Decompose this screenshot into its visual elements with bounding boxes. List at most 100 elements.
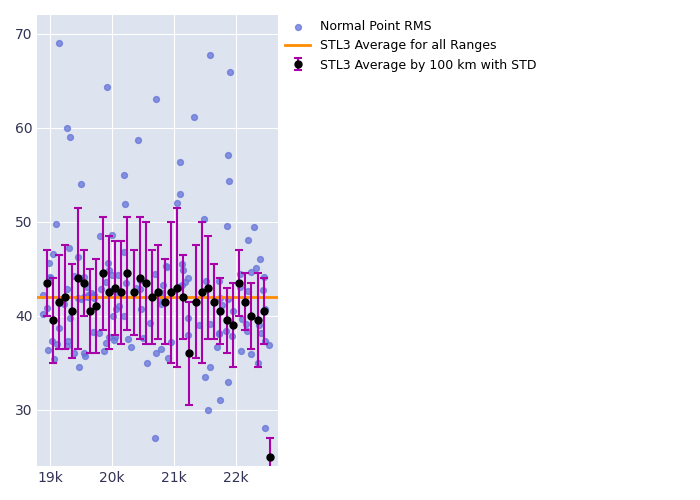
Normal Point RMS <box>81 282 92 290</box>
Normal Point RMS <box>214 294 225 302</box>
Normal Point RMS <box>141 360 153 368</box>
Normal Point RMS <box>103 333 114 341</box>
Normal Point RMS <box>94 232 105 240</box>
Normal Point RMS <box>258 286 269 294</box>
Normal Point RMS <box>174 190 186 198</box>
Normal Point RMS <box>183 332 194 340</box>
Normal Point RMS <box>155 300 167 308</box>
Normal Point RMS <box>150 349 162 357</box>
Normal Point RMS <box>263 341 274 349</box>
Normal Point RMS <box>214 330 225 338</box>
Normal Point RMS <box>53 324 64 332</box>
Normal Point RMS <box>101 339 112 347</box>
Normal Point RMS <box>258 273 270 281</box>
Normal Point RMS <box>106 231 118 239</box>
Normal Point RMS <box>150 270 161 278</box>
Normal Point RMS <box>119 171 130 179</box>
Normal Point RMS <box>72 294 83 302</box>
Normal Point RMS <box>202 406 214 413</box>
Normal Point RMS <box>214 277 225 285</box>
Normal Point RMS <box>41 304 52 312</box>
Normal Point RMS <box>109 333 120 341</box>
Normal Point RMS <box>125 342 136 350</box>
Normal Point RMS <box>215 396 226 404</box>
Normal Point RMS <box>150 96 161 104</box>
Normal Point RMS <box>234 284 246 292</box>
Normal Point RMS <box>61 342 72 350</box>
Normal Point RMS <box>47 336 58 344</box>
Normal Point RMS <box>59 300 70 308</box>
Normal Point RMS <box>85 290 97 298</box>
Normal Point RMS <box>156 346 167 354</box>
Normal Point RMS <box>172 199 183 207</box>
Normal Point RMS <box>227 332 238 340</box>
Normal Point RMS <box>174 283 185 291</box>
Normal Point RMS <box>253 360 264 368</box>
Normal Point RMS <box>176 281 187 289</box>
Normal Point RMS <box>62 284 73 292</box>
Normal Point RMS <box>240 320 251 328</box>
Normal Point RMS <box>44 274 55 282</box>
Normal Point RMS <box>165 338 176 345</box>
Normal Point RMS <box>162 354 173 362</box>
Normal Point RMS <box>82 291 93 299</box>
Normal Point RMS <box>54 39 65 47</box>
Normal Point RMS <box>153 288 164 296</box>
Normal Point RMS <box>79 349 90 357</box>
Normal Point RMS <box>38 310 49 318</box>
Normal Point RMS <box>225 68 236 76</box>
Normal Point RMS <box>174 158 186 166</box>
Normal Point RMS <box>137 334 148 342</box>
Normal Point RMS <box>182 314 193 322</box>
Legend: Normal Point RMS, STL3 Average for all Ranges, STL3 Average by 100 km with STD: Normal Point RMS, STL3 Average for all R… <box>281 15 542 76</box>
Normal Point RMS <box>157 289 168 297</box>
Normal Point RMS <box>106 287 117 295</box>
Normal Point RMS <box>235 348 246 356</box>
Normal Point RMS <box>94 329 105 337</box>
Normal Point RMS <box>104 266 115 274</box>
Normal Point RMS <box>246 268 257 276</box>
Normal Point RMS <box>62 124 73 132</box>
Normal Point RMS <box>260 424 271 432</box>
Normal Point RMS <box>47 250 58 258</box>
Normal Point RMS <box>103 259 114 267</box>
Normal Point RMS <box>64 133 76 141</box>
Normal Point RMS <box>242 236 253 244</box>
Normal Point RMS <box>214 330 225 338</box>
Normal Point RMS <box>242 287 253 295</box>
Normal Point RMS <box>111 290 122 298</box>
Normal Point RMS <box>89 292 100 300</box>
Normal Point RMS <box>88 328 99 336</box>
Normal Point RMS <box>72 253 83 261</box>
Normal Point RMS <box>119 312 130 320</box>
Normal Point RMS <box>220 327 232 335</box>
Normal Point RMS <box>222 378 233 386</box>
Normal Point RMS <box>200 276 211 284</box>
Normal Point RMS <box>74 363 85 371</box>
Normal Point RMS <box>234 270 246 278</box>
Normal Point RMS <box>38 291 49 299</box>
Normal Point RMS <box>194 320 205 328</box>
Normal Point RMS <box>64 314 76 322</box>
Normal Point RMS <box>122 334 134 342</box>
Normal Point RMS <box>79 352 90 360</box>
Normal Point RMS <box>108 336 120 344</box>
Normal Point RMS <box>106 272 118 280</box>
Normal Point RMS <box>248 222 260 230</box>
Normal Point RMS <box>155 296 166 304</box>
Normal Point RMS <box>131 284 142 292</box>
Normal Point RMS <box>172 283 183 291</box>
Normal Point RMS <box>160 262 172 270</box>
Normal Point RMS <box>145 319 156 327</box>
Normal Point RMS <box>45 272 56 280</box>
Normal Point RMS <box>222 151 233 159</box>
Normal Point RMS <box>82 293 93 301</box>
Normal Point RMS <box>96 284 107 292</box>
Normal Point RMS <box>217 300 228 308</box>
Normal Point RMS <box>120 279 132 287</box>
Normal Point RMS <box>114 302 125 310</box>
Normal Point RMS <box>69 272 80 280</box>
Normal Point RMS <box>188 113 199 121</box>
Normal Point RMS <box>260 304 271 312</box>
Normal Point RMS <box>78 273 90 281</box>
